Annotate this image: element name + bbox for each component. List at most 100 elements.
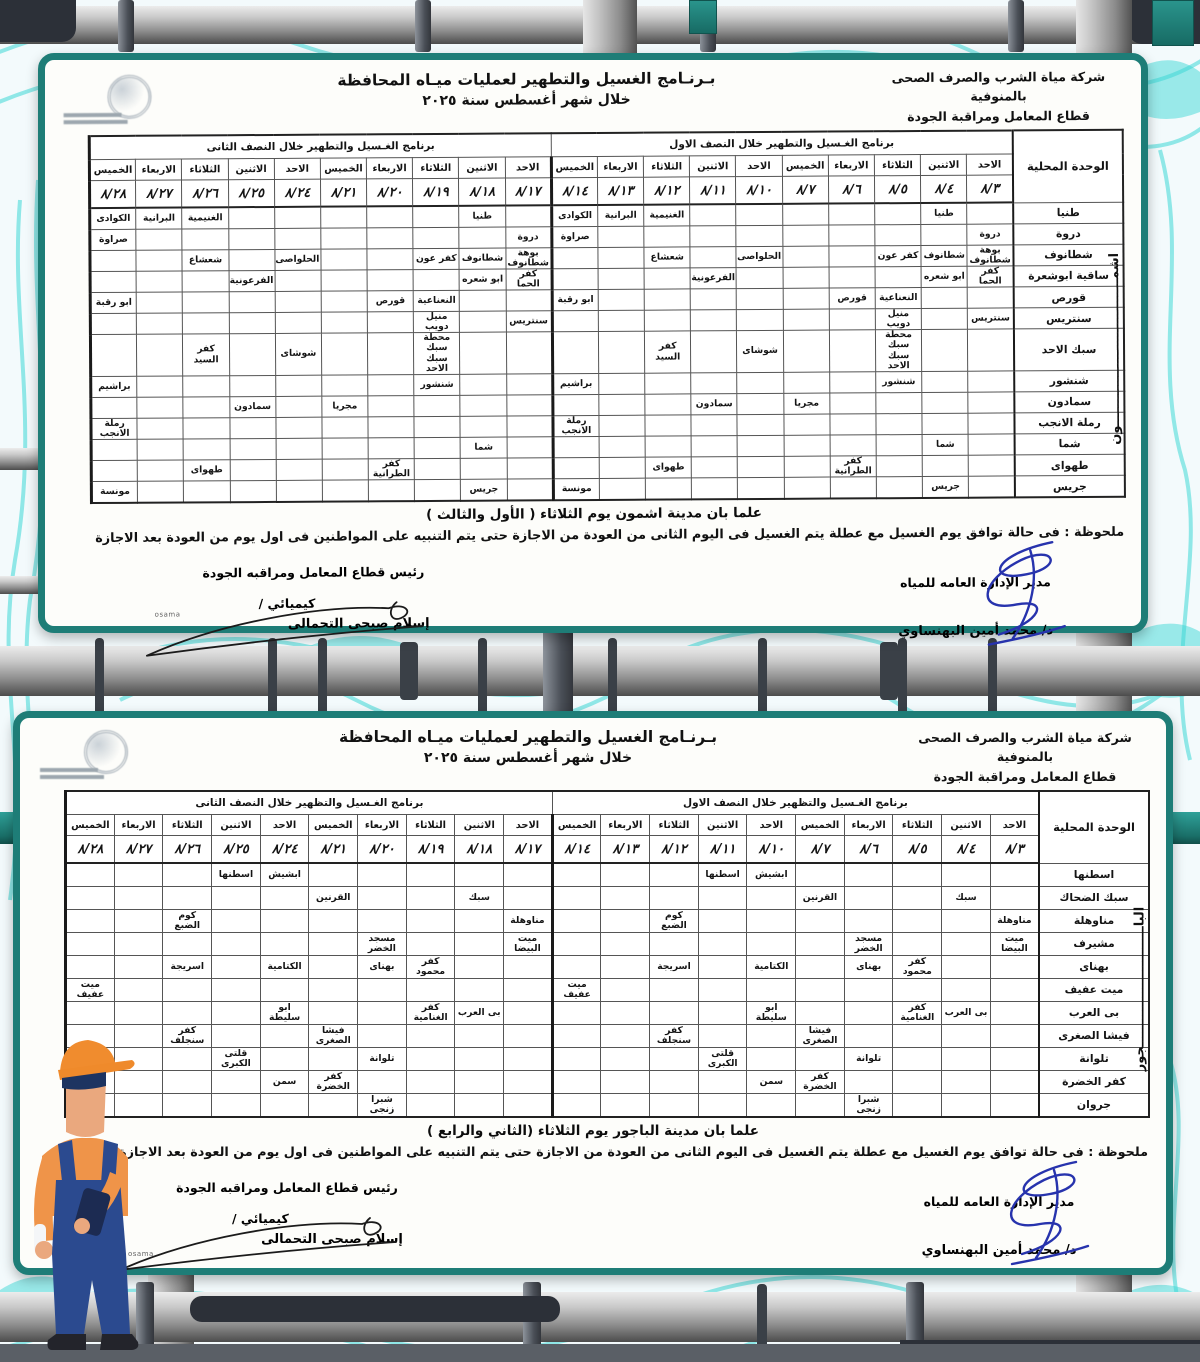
schedule-cell	[921, 391, 969, 414]
date-header: ٨/٥	[874, 175, 921, 204]
schedule-cell	[366, 206, 414, 228]
unit-name: سبك الضحاك	[1038, 885, 1150, 910]
schedule-cell	[598, 310, 645, 332]
schedule-cell	[644, 393, 692, 415]
date-header: ٨/٢٦	[162, 835, 213, 865]
schedule-cell: مجريا	[783, 392, 830, 415]
schedule-cell: كفر الخضرة	[308, 1069, 359, 1094]
schedule-cell	[405, 1069, 456, 1094]
day-header: الخميس	[308, 814, 359, 837]
schedule-cell	[259, 931, 310, 956]
schedule-cell: طهواى	[645, 456, 692, 479]
schedule-cell	[941, 1069, 991, 1094]
schedule-cell	[320, 206, 367, 228]
unit-name: مناوهلة	[1038, 908, 1150, 933]
schedule-cell	[183, 417, 230, 439]
schedule-cell	[875, 413, 923, 435]
schedule-cell	[405, 908, 456, 933]
schedule-cell	[113, 862, 164, 887]
schedule-cell	[689, 204, 737, 226]
schedule-cell	[737, 414, 784, 436]
day-header: الاربعاء	[843, 814, 894, 837]
schedule-cell	[600, 977, 651, 1002]
date-header: ٨/٧	[795, 835, 845, 865]
schedule-cell: شعشاع	[644, 246, 691, 269]
schedule-cell	[600, 1092, 651, 1118]
day-header: الثلاثاء	[892, 814, 943, 837]
schedule-cell	[782, 288, 830, 310]
schedule-cell	[782, 309, 830, 331]
schedule-cell	[503, 1000, 553, 1025]
schedule-cell	[229, 375, 276, 397]
schedule-cell	[275, 374, 322, 397]
table-row: تلوانة تلوانة قلتى الكبرى تلوانة قلتى الكبرى	[64, 1046, 1150, 1071]
schedule-cell	[308, 1046, 359, 1071]
schedule-cell	[162, 1092, 213, 1118]
day-header: الاثنين	[211, 814, 261, 837]
schedule-cell: مجريا	[321, 395, 369, 417]
schedule-cell	[967, 286, 1014, 309]
schedule-cell	[259, 908, 310, 933]
pipe-top-left-dark	[0, 0, 76, 42]
document-header: شركة مياة الشرب والصرف الصحى بالمنوفية ق…	[55, 63, 1127, 134]
city-day-notice: علما بان مدينة الباجور يوم الثلاثاء (الث…	[427, 1122, 759, 1139]
schedule-cell: شطانوف	[459, 247, 506, 270]
schedule-cell	[874, 203, 921, 225]
schedule-cell	[183, 375, 230, 397]
date-header: ٨/١٨	[454, 835, 505, 865]
date-header: ٨/٢٧	[135, 180, 183, 208]
schedule-cell: سمادون	[691, 393, 738, 415]
schedule-cell	[690, 372, 738, 394]
schedule-cell	[783, 330, 830, 373]
schedule-cell: ابو شعره	[921, 266, 968, 288]
schedule-cell	[357, 977, 407, 1002]
schedule-cell: شما	[460, 436, 507, 459]
schedule-cell	[113, 1023, 164, 1048]
schedule-cell: كفر عون	[874, 245, 922, 267]
schedule-cell	[600, 1023, 651, 1048]
schedule-cell	[405, 1023, 456, 1048]
schedule-cell: طهواى	[183, 459, 230, 482]
schedule-cell	[892, 931, 943, 956]
schedule-cell	[892, 1092, 943, 1118]
date-header: ٨/٤	[941, 835, 991, 865]
schedule-cell	[941, 954, 991, 979]
schedule-cell	[459, 311, 507, 333]
table-row: مناوهلة مناوهلة كوم الضبع مناوهلة كوم الضبع	[64, 908, 1150, 933]
pipe-vertical-thin	[898, 638, 907, 716]
schedule-cell	[275, 438, 323, 460]
signatures-area: مدير الإدارة العامه للمياه د/ محمد أمين …	[58, 541, 1131, 689]
schedule-cell	[920, 223, 968, 246]
schedule-cell	[454, 1046, 505, 1071]
schedule-cell	[90, 271, 137, 293]
schedule-cell: جريس	[922, 476, 969, 499]
schedule-cell: جريس	[460, 479, 508, 501]
date-header: ٨/١٣	[597, 177, 644, 206]
schedule-cell	[503, 1092, 553, 1118]
company-logo	[36, 728, 156, 784]
schedule-cell	[598, 289, 645, 311]
schedule-cell: ميت عفيف	[64, 977, 115, 1002]
schedule-cell	[357, 1023, 407, 1048]
day-header: الاحد	[503, 814, 553, 837]
company-sector: قطاع المعامل ومراقبة الجودة	[907, 107, 1091, 124]
chemist-title: رئيس قطاع المعامل ومراقبه الجودة	[202, 564, 425, 581]
table-row: بهناى كفر محمود بهناى الكتامية اسريجة كفر محم…	[64, 954, 1150, 979]
schedule-cell	[414, 437, 461, 459]
schedule-cell	[506, 394, 553, 416]
schedule-cell	[550, 931, 602, 956]
schedule-cell	[968, 412, 1015, 435]
schedule-cell	[600, 862, 651, 887]
schedule-cell	[968, 454, 1015, 477]
schedule-cell	[795, 931, 845, 956]
date-header: ٨/٢٥	[211, 835, 261, 865]
schedule-cell	[259, 1092, 310, 1118]
day-header: الاحد	[735, 155, 783, 177]
schedule-cell	[405, 1092, 456, 1118]
schedule-table-wrapper: الوحدة المحلية برنامج الغـسيل والتطهير خل…	[62, 128, 1126, 505]
schedule-cell	[783, 477, 831, 499]
schedule-cell: سبك	[454, 885, 505, 910]
schedule-cell	[357, 908, 407, 933]
schedule-cell	[275, 416, 322, 439]
